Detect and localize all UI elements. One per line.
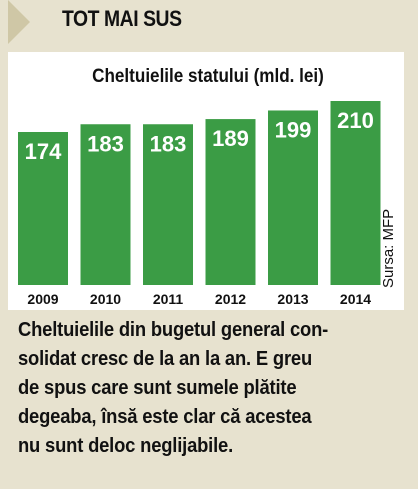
x-tick-label: 2009 bbox=[27, 291, 58, 307]
x-tick-label: 2014 bbox=[340, 291, 371, 307]
chart-title: Cheltuielile statului (mld. lei) bbox=[92, 65, 324, 86]
bar-value-label: 174 bbox=[25, 139, 62, 164]
x-tick-label: 2011 bbox=[153, 291, 184, 307]
bar-value-label: 199 bbox=[275, 117, 312, 142]
caption-line: nu sunt deloc neglijabile. bbox=[18, 435, 234, 457]
x-tick-label: 2012 bbox=[215, 291, 246, 307]
bar-series: 174 183 183 189 199 210 bbox=[18, 101, 381, 285]
bar-2010 bbox=[80, 124, 131, 285]
bar-value-label: 189 bbox=[212, 126, 249, 151]
arrow-marker-icon bbox=[0, 0, 36, 44]
caption-line: de spus care sunt sumele plătite bbox=[18, 377, 297, 399]
caption-line: Cheltuielile din bugetul general con- bbox=[18, 319, 329, 341]
bar-2009 bbox=[18, 132, 68, 285]
bar-2011 bbox=[143, 124, 193, 285]
bar-2014 bbox=[330, 101, 381, 285]
bar-value-label: 183 bbox=[150, 131, 187, 156]
source-label: Sursa: MFP bbox=[380, 209, 397, 288]
x-axis-ticks: 2009 2010 2011 2012 2013 2014 bbox=[27, 291, 371, 307]
header: TOT MAI SUS bbox=[0, 0, 418, 44]
x-tick-label: 2010 bbox=[90, 291, 121, 307]
x-tick-label: 2013 bbox=[277, 291, 308, 307]
bar-2012 bbox=[205, 119, 256, 285]
bar-value-label: 183 bbox=[87, 131, 124, 156]
caption-line: degeaba, însă este clar că acestea bbox=[18, 406, 312, 428]
caption-line: solidat cresc de la an la an. E greu bbox=[18, 348, 313, 370]
header-title: TOT MAI SUS bbox=[62, 6, 182, 31]
bar-2013 bbox=[268, 110, 318, 285]
bar-value-label: 210 bbox=[337, 108, 374, 133]
caption: Cheltuielile din bugetul general con-sol… bbox=[18, 316, 410, 461]
bar-chart: Cheltuielile statului (mld. lei) 174 183 1… bbox=[18, 65, 397, 307]
